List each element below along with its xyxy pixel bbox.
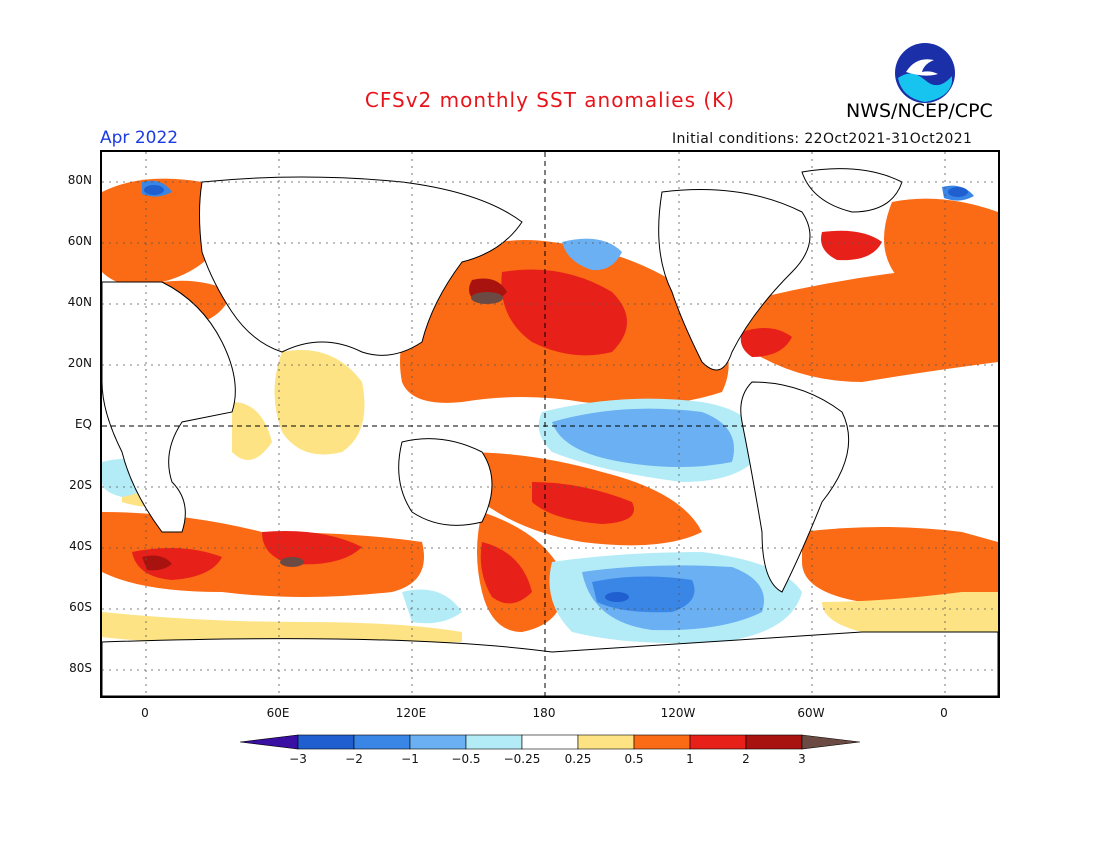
colorbar-cell (409, 734, 467, 750)
lat-label: 80S (69, 661, 92, 675)
colorbar-cell (521, 734, 579, 750)
lon-label: 120E (395, 706, 427, 720)
colorbar-tick-label: −2 (345, 752, 363, 766)
colorbar-tick-label: −3 (289, 752, 307, 766)
lat-label: 80N (67, 173, 92, 187)
colorbar-tick-label: 1 (686, 752, 694, 766)
very-strong-cool-regions (144, 185, 968, 602)
lon-label: 0 (141, 706, 149, 720)
colorbar-tick-label: 0.25 (564, 752, 592, 766)
colorbar-cell (577, 734, 635, 750)
colorbar-min-triangle (240, 734, 299, 750)
colorbar-tick-label: 2 (742, 752, 750, 766)
chart-title: CFSv2 monthly SST anomalies (K) (364, 88, 736, 112)
colorbar-cell (689, 734, 747, 750)
sst-anomaly-map (100, 150, 1000, 698)
lon-label: 180 (532, 706, 556, 720)
lat-label: 60S (69, 600, 92, 614)
colorbar-tick-label: −0.5 (451, 752, 481, 766)
colorbar-cell (465, 734, 523, 750)
lon-label: 60E (266, 706, 290, 720)
colorbar-cell (633, 734, 691, 750)
lat-label: 40N (67, 295, 92, 309)
colorbar-tick-label: −1 (401, 752, 419, 766)
lat-label: 60N (67, 234, 92, 248)
lon-label: 0 (940, 706, 948, 720)
initial-conditions: Initial conditions: 22Oct2021-31Oct2021 (672, 131, 973, 147)
colorbar-cell (297, 734, 355, 750)
colorbar-tick-label: 3 (798, 752, 806, 766)
colorbar (240, 734, 860, 750)
lat-label: 20S (69, 478, 92, 492)
org-label: NWS/NCEP/CPC (846, 100, 993, 122)
colorbar-tick-label: 0.5 (624, 752, 644, 766)
reference-lines (102, 152, 998, 696)
forecast-month: Apr 2022 (100, 128, 179, 148)
extreme-warm-regions (280, 292, 503, 567)
lat-label: 40S (69, 539, 92, 553)
lon-label: 60W (797, 706, 825, 720)
lat-label: 20N (67, 356, 92, 370)
land-masses (102, 168, 998, 696)
colorbar-cell (745, 734, 803, 750)
lon-label: 120W (660, 706, 696, 720)
grid-lines (102, 152, 998, 696)
lat-label: EQ (74, 417, 92, 431)
noaa-logo-icon (895, 43, 955, 103)
colorbar-max-triangle (801, 734, 860, 750)
colorbar-cell (353, 734, 411, 750)
map-canvas (102, 152, 998, 696)
colorbar-tick-label: −0.25 (503, 752, 541, 766)
